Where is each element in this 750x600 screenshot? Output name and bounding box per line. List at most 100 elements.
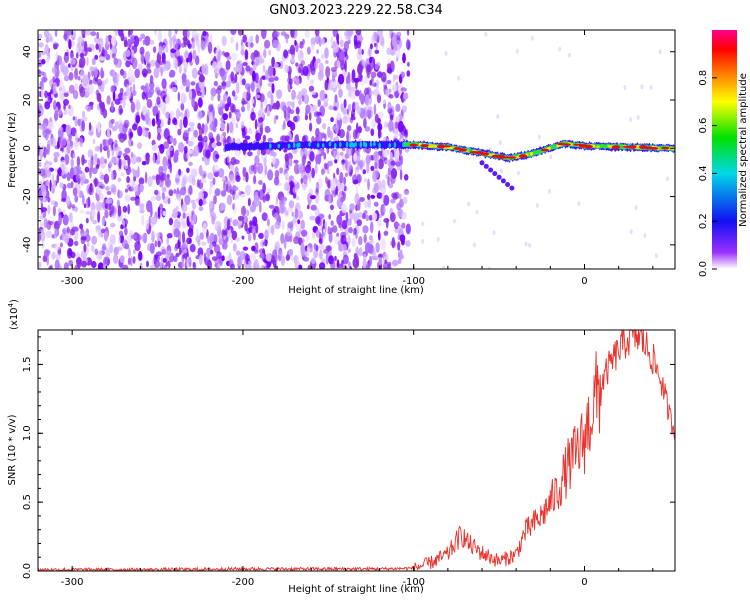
noise-speckle: [316, 49, 319, 54]
noise-speckle: [279, 167, 284, 174]
noise-speckle: [376, 192, 383, 199]
noise-speckle: [629, 229, 633, 235]
noise-speckle: [179, 247, 182, 255]
noise-speckle: [343, 176, 346, 185]
noise-speckle: [117, 205, 122, 217]
noise-speckle: [122, 264, 129, 269]
noise-speckle: [144, 130, 149, 138]
noise-speckle: [197, 247, 204, 257]
y-tick-label: 0: [22, 145, 33, 151]
y-tick-label: 1.0: [22, 425, 33, 441]
noise-speckle: [168, 189, 174, 197]
noise-speckle: [208, 132, 214, 139]
noise-speckle: [343, 98, 347, 109]
noise-speckle: [347, 234, 351, 246]
noise-speckle: [235, 42, 239, 51]
noise-speckle: [255, 34, 259, 44]
noise-speckle: [177, 128, 182, 136]
noise-speckle: [161, 264, 165, 269]
noise-speckle: [38, 70, 42, 75]
noise-speckle: [99, 56, 105, 61]
noise-speckle: [146, 68, 152, 74]
y-tick-label: -20: [22, 188, 33, 204]
noise-speckle: [178, 55, 184, 65]
noise-speckle: [188, 256, 192, 268]
noise-speckle: [353, 152, 358, 162]
noise-speckle: [332, 125, 336, 131]
noise-speckle: [191, 135, 196, 145]
noise-speckle: [155, 194, 162, 201]
noise-speckle: [307, 192, 313, 204]
noise-speckle: [200, 39, 205, 52]
colorbar-tick-label: 0.2: [698, 213, 709, 229]
noise-speckle: [336, 232, 340, 237]
noise-speckle: [91, 68, 95, 78]
noise-speckle: [240, 121, 245, 129]
noise-speckle: [311, 256, 316, 264]
noise-speckle: [51, 66, 57, 74]
noise-speckle: [119, 255, 125, 264]
noise-speckle: [293, 236, 300, 245]
noise-speckle: [273, 212, 279, 220]
noise-speckle: [367, 178, 370, 191]
noise-speckle: [357, 160, 364, 168]
noise-speckle: [347, 125, 352, 132]
noise-speckle: [353, 253, 358, 260]
noise-speckle: [352, 101, 356, 113]
noise-speckle: [74, 116, 78, 127]
noise-speckle: [134, 240, 141, 252]
noise-speckle: [133, 176, 137, 182]
noise-speckle: [314, 192, 320, 204]
noise-speckle: [347, 248, 352, 253]
signal-band-cell: [488, 167, 494, 173]
noise-speckle: [68, 84, 75, 94]
noise-speckle: [267, 82, 273, 87]
noise-speckle: [330, 204, 334, 211]
noise-speckle: [344, 60, 347, 72]
noise-speckle: [133, 35, 140, 48]
noise-speckle: [63, 108, 68, 116]
noise-speckle: [92, 138, 96, 145]
noise-speckle: [227, 155, 230, 164]
noise-speckle: [249, 220, 253, 227]
noise-speckle: [60, 163, 65, 176]
noise-speckle: [54, 243, 61, 251]
noise-speckle: [38, 42, 44, 48]
noise-speckle: [303, 94, 310, 105]
noise-speckle: [296, 256, 300, 266]
noise-speckle: [91, 57, 96, 66]
noise-speckle: [246, 100, 251, 112]
noise-speckle: [231, 90, 236, 97]
noise-speckle: [229, 164, 235, 172]
noise-speckle: [196, 40, 202, 48]
noise-speckle: [152, 153, 156, 165]
noise-speckle: [384, 120, 387, 129]
noise-speckle: [369, 221, 374, 234]
noise-speckle: [165, 111, 170, 119]
noise-speckle: [64, 51, 69, 57]
noise-speckle: [130, 196, 136, 201]
noise-speckle: [244, 184, 252, 196]
noise-speckle: [336, 259, 340, 269]
noise-speckle: [201, 63, 206, 74]
noise-speckle: [157, 240, 161, 248]
noise-speckle: [52, 205, 56, 217]
noise-speckle: [339, 39, 344, 48]
noise-speckle: [222, 242, 228, 250]
noise-speckle: [54, 110, 59, 121]
noise-speckle: [191, 97, 196, 108]
noise-speckle: [274, 63, 279, 68]
noise-speckle: [348, 261, 351, 268]
signal-band-cell: [540, 148, 550, 152]
noise-speckle: [202, 173, 207, 178]
noise-speckle: [394, 132, 399, 138]
noise-speckle: [70, 158, 74, 169]
noise-speckle: [397, 241, 401, 252]
noise-speckle: [174, 58, 178, 70]
noise-speckle: [258, 116, 264, 124]
noise-speckle: [296, 115, 300, 122]
noise-speckle: [262, 182, 266, 194]
noise-speckle: [272, 39, 279, 49]
noise-speckle: [247, 197, 251, 207]
noise-speckle: [388, 182, 394, 189]
